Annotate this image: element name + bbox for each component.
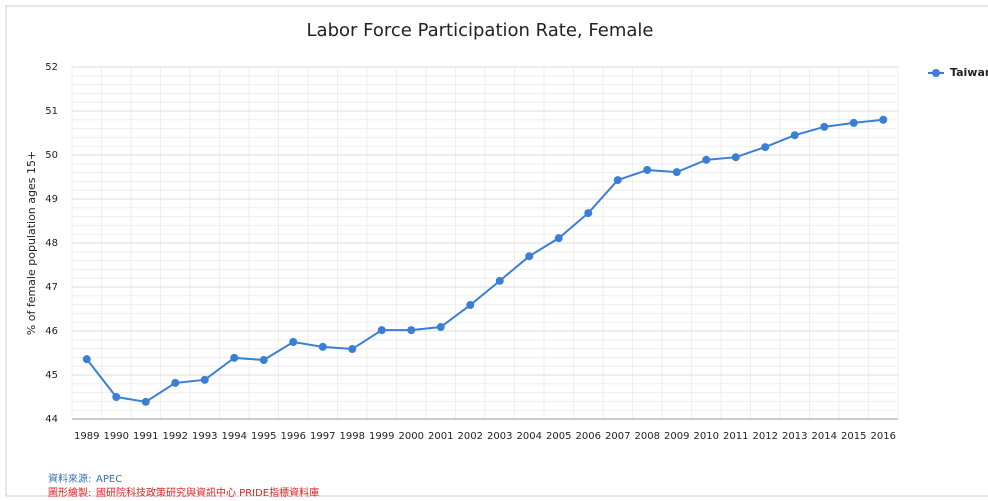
point <box>525 252 534 261</box>
point <box>82 355 91 364</box>
y-tick-label: 46 <box>45 326 58 337</box>
x-tick-label: 2007 <box>605 431 630 442</box>
y-tick-label: 45 <box>45 370 58 381</box>
y-tick-label: 52 <box>45 62 58 73</box>
x-tick-label: 2005 <box>546 431 571 442</box>
y-axis-label: % of female population ages 15+ <box>25 151 38 335</box>
x-tick-label: 2010 <box>694 431 719 442</box>
point <box>318 342 327 351</box>
point <box>348 345 357 354</box>
x-tick-label: 1992 <box>163 431 188 442</box>
x-tick-label: 2002 <box>458 431 483 442</box>
x-tick-label: 1999 <box>369 431 394 442</box>
point <box>141 397 150 406</box>
x-tick-label: 1998 <box>340 431 365 442</box>
x-tick-label: 1991 <box>133 431 158 442</box>
x-tick-label: 2013 <box>782 431 807 442</box>
point <box>466 301 475 310</box>
x-tick-label: 2014 <box>812 431 837 442</box>
x-tick-label: 1996 <box>281 431 306 442</box>
point <box>259 356 268 365</box>
point <box>554 234 563 243</box>
source-label: 資料來源: <box>48 472 91 485</box>
y-tick-label: 47 <box>45 282 58 293</box>
x-tick-label: 1993 <box>192 431 217 442</box>
x-tick-label: 2001 <box>428 431 453 442</box>
point <box>731 153 740 162</box>
source: APEC <box>96 474 122 485</box>
series-line <box>85 118 884 403</box>
x-tick-label: 2004 <box>517 431 542 442</box>
x-tick-label: 2016 <box>871 431 896 442</box>
point <box>171 378 180 387</box>
point <box>643 165 652 174</box>
credit: 國研院科技政策研究與資訊中心 PRIDE指標資料庫 <box>96 486 319 499</box>
x-tick-label: 2006 <box>576 431 601 442</box>
point <box>820 122 829 131</box>
point <box>407 326 416 335</box>
legend-marker <box>932 69 940 77</box>
x-tick-label: 1995 <box>251 431 276 442</box>
point <box>790 131 799 140</box>
point <box>377 326 386 335</box>
x-tick-label: 2015 <box>841 431 866 442</box>
point <box>289 338 298 346</box>
point <box>200 375 209 384</box>
y-tick-label: 51 <box>45 106 58 117</box>
y-tick-label: 50 <box>45 150 58 161</box>
point <box>879 115 888 124</box>
point <box>584 209 593 218</box>
point <box>613 176 622 185</box>
point <box>849 118 858 127</box>
x-tick-label: 2009 <box>664 431 689 442</box>
point <box>495 276 504 285</box>
point <box>230 353 239 362</box>
x-tick-label: 1994 <box>222 431 247 442</box>
x-tick-label: 2012 <box>753 431 778 442</box>
x-tick-label: 1989 <box>74 431 99 442</box>
x-tick-label: 1997 <box>310 431 335 442</box>
x-tick-label: 1990 <box>104 431 129 442</box>
point <box>702 155 711 164</box>
y-tick-label: 49 <box>45 194 58 205</box>
legend-label: Taiwan <box>950 66 988 79</box>
x-tick-label: 2008 <box>635 431 660 442</box>
y-tick-label: 44 <box>45 414 58 425</box>
point <box>436 323 445 332</box>
chart-title: Labor Force Participation Rate, Female <box>307 20 654 41</box>
x-tick-label: 2011 <box>723 431 748 442</box>
x-tick-label: 2003 <box>487 431 512 442</box>
frame <box>5 5 988 497</box>
point <box>112 393 121 401</box>
y-tick-label: 48 <box>45 238 58 249</box>
x-tick-label: 2000 <box>399 431 424 442</box>
point <box>672 168 681 177</box>
point <box>761 143 770 152</box>
credit-label: 圖形繪製: <box>48 486 91 499</box>
